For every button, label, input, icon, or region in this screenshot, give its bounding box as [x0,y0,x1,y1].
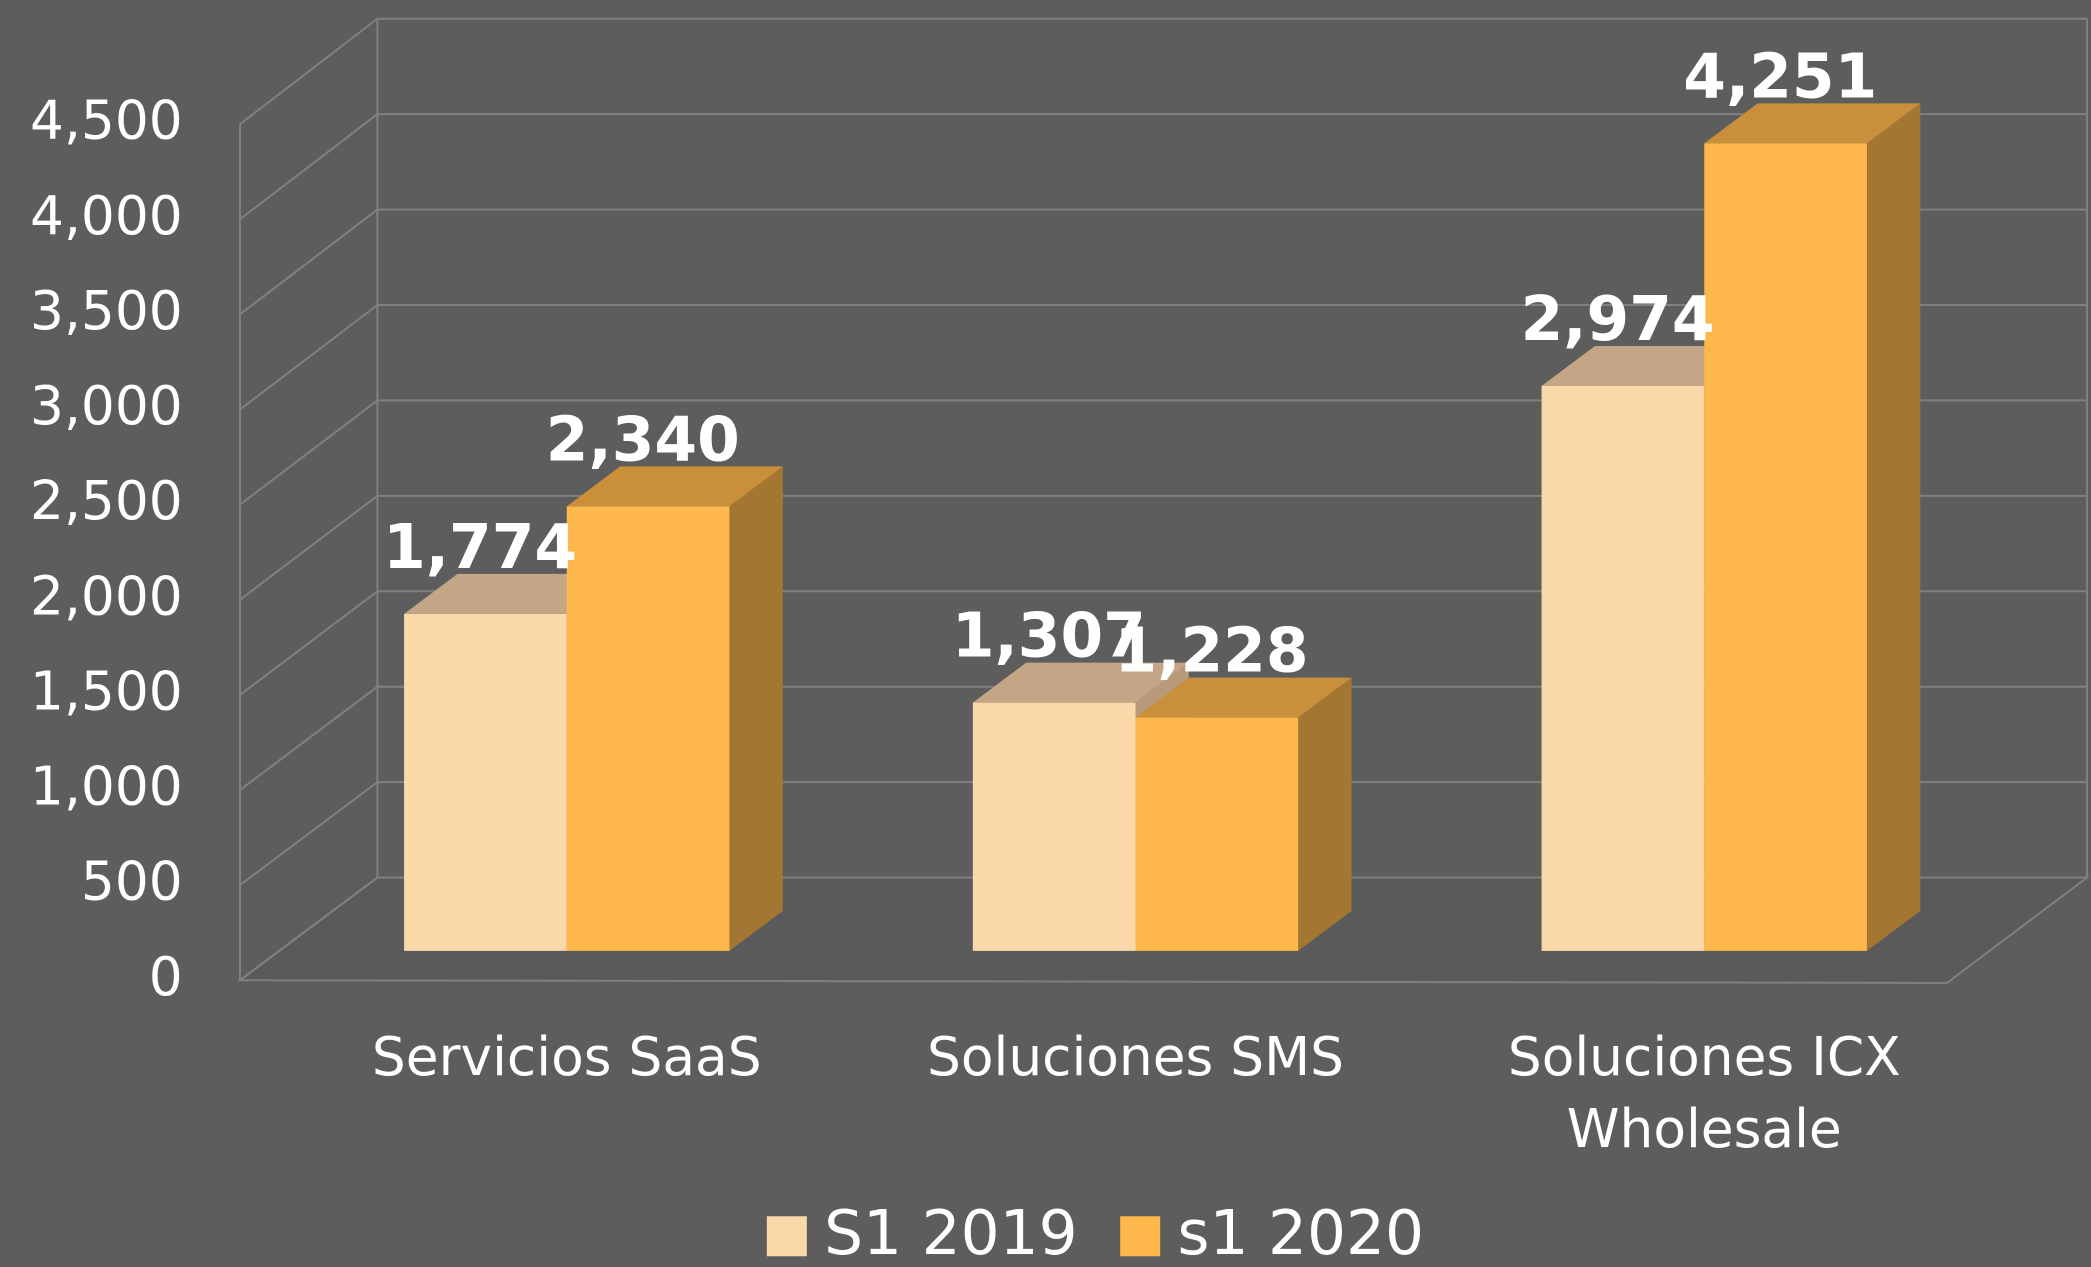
data-label: 1,228 [1115,616,1309,687]
grid-line-side [239,17,379,125]
bar-top [1541,345,1758,386]
x-tick-label: Soluciones ICX Wholesale [1507,1026,1901,1161]
bar-top [972,662,1189,703]
bar-side [1298,677,1352,951]
bar [566,466,783,951]
bar-front [566,506,730,951]
y-tick-label: 4,500 [30,89,183,152]
grid-line-side [239,685,378,791]
bar-front [972,702,1136,951]
bar [1135,677,1352,951]
data-label: 1,307 [952,601,1146,672]
x-tick-label-box: Soluciones ICX Wholesale [1507,1026,1901,1161]
grid-line-side [239,876,378,982]
legend-swatch [766,1216,807,1257]
y-tick-label: 2,000 [30,564,183,627]
bar-front [1135,717,1299,951]
x-tick-label-box: Servicios SaaS [371,1026,762,1089]
data-label: 2,340 [546,404,740,475]
legend-label: S1 2019 [824,1198,1078,1267]
bar [1704,103,1921,951]
x-tick-label: Soluciones SMS [927,1026,1345,1089]
y-tick-label: 1,000 [30,755,183,818]
grid-line-side [239,781,378,886]
bar-side [1866,103,1921,951]
y-tick-label: 1,500 [30,659,183,722]
y-tick-label: 500 [81,850,183,913]
y-tick-label: 2,500 [30,469,183,532]
grid-line-side [239,590,378,696]
x-tick-label: Servicios SaaS [371,1026,762,1089]
bar-side [729,466,783,951]
bar-top [1704,103,1921,144]
bar-front [1704,143,1867,951]
data-label: 2,974 [1521,284,1715,355]
data-label: 1,774 [383,512,577,583]
grid-line-side [239,399,378,506]
bar-front [404,613,567,951]
grid-line-side [239,304,378,411]
grid-line-side [239,495,378,601]
data-label: 4,251 [1683,41,1877,112]
bar-front [1541,385,1705,951]
legend-label: s1 2020 [1178,1198,1425,1267]
legend-swatch [1120,1216,1161,1257]
y-tick-label: 3,500 [30,279,183,342]
y-tick-label: 0 [149,945,183,1008]
bar-top [1135,677,1352,718]
grid-line-side [239,208,379,316]
x-tick-label-box: Soluciones SMS [927,1026,1345,1089]
y-tick-label: 4,000 [30,184,183,247]
y-tick-label: 3,000 [30,374,183,437]
grid-line-side [239,113,379,221]
bar-top [566,466,783,507]
bar-top [404,573,621,614]
